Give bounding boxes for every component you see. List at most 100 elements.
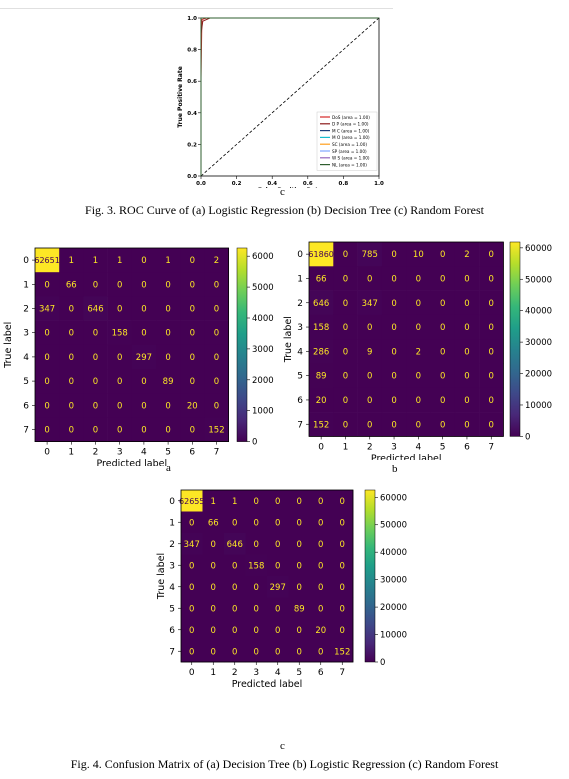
matrix-cell-value: 0 <box>117 305 122 315</box>
matrix-cell-value: 0 <box>416 299 421 309</box>
matrix-cell <box>309 242 334 267</box>
colorbar <box>509 241 521 437</box>
matrix-cell <box>309 290 334 316</box>
matrix-cell <box>156 272 181 297</box>
matrix-cell-value: 347 <box>362 299 378 309</box>
matrix-cell-value: 2 <box>464 250 469 260</box>
roc-x-tick-label: 0.6 <box>303 181 313 187</box>
matrix-cell-value: 0 <box>275 647 280 657</box>
matrix-cell-value: 0 <box>297 497 302 507</box>
matrix-cell <box>181 554 203 577</box>
matrix-cell <box>479 387 504 413</box>
colorbar-tick-label: 30000 <box>380 576 407 586</box>
x-tick-label: 5 <box>165 448 171 458</box>
matrix-cell-value: 0 <box>214 280 219 290</box>
matrix-cell <box>381 242 407 267</box>
matrix-cell <box>288 554 311 577</box>
matrix-cell-value: 20 <box>187 401 198 411</box>
matrix-cell-value: 158 <box>112 329 128 339</box>
matrix-cell <box>245 640 268 663</box>
matrix-cell <box>310 490 332 512</box>
y-tick-label: 2 <box>169 540 175 550</box>
matrix-cell <box>156 344 181 370</box>
roc-y-axis-label: True Positive Rate <box>177 66 184 128</box>
matrix-cell-value: 0 <box>189 518 194 528</box>
matrix-cell-value: 89 <box>316 372 327 382</box>
matrix-cell-value: 0 <box>297 540 302 550</box>
matrix-cell-value: 0 <box>440 420 445 430</box>
roc-y-tick-label: 1.0 <box>187 16 197 22</box>
matrix-cell <box>310 619 332 641</box>
x-tick-label: 5 <box>296 668 302 678</box>
matrix-cell <box>333 266 358 291</box>
matrix-cell <box>331 597 354 620</box>
matrix-cell <box>333 314 358 340</box>
y-tick-label: 5 <box>23 377 29 387</box>
matrix-cell-value: 0 <box>391 396 396 406</box>
matrix-cell <box>310 576 332 598</box>
x-tick-label: 0 <box>189 668 195 678</box>
matrix-cell-value: 0 <box>275 497 280 507</box>
matrix-cell-value: 0 <box>297 561 302 571</box>
matrix-cell <box>107 393 133 418</box>
matrix-cell-value: 89 <box>294 604 305 614</box>
matrix-cell-value: 158 <box>313 323 329 333</box>
matrix-cell <box>107 296 133 321</box>
matrix-cell-value: 0 <box>391 299 396 309</box>
matrix-cell <box>83 417 108 442</box>
matrix-cell <box>83 344 108 370</box>
matrix-cell <box>309 387 334 413</box>
matrix-cell-value: 0 <box>343 396 348 406</box>
matrix-cell-value: 0 <box>44 377 49 387</box>
matrix-cell-value: 785 <box>362 250 378 260</box>
matrix-cell-value: 0 <box>416 396 421 406</box>
matrix-cell-value: 158 <box>248 561 264 571</box>
matrix-cell-value: 0 <box>340 604 345 614</box>
matrix-cell <box>454 266 480 291</box>
roc-x-tick-label: 0.4 <box>267 181 277 187</box>
x-tick-label: 2 <box>367 442 373 452</box>
matrix-cell-value: 0 <box>391 323 396 333</box>
matrix-cell <box>202 511 225 534</box>
x-tick-label: 0 <box>44 448 50 458</box>
matrix-cell-value: 297 <box>270 583 286 593</box>
matrix-cell <box>267 490 289 512</box>
x-tick-label: 6 <box>318 668 324 678</box>
matrix-cell <box>156 417 181 442</box>
matrix-cell-value: 0 <box>489 420 494 430</box>
matrix-cell <box>180 248 205 273</box>
matrix-cell <box>180 296 205 321</box>
matrix-cell <box>333 387 358 413</box>
matrix-cell-value: 0 <box>297 518 302 528</box>
matrix-cell <box>224 597 246 620</box>
matrix-cell-value: 0 <box>117 401 122 411</box>
matrix-cell <box>267 511 289 534</box>
matrix-cell-value: 0 <box>232 583 237 593</box>
colorbar-tick-label: 10000 <box>525 401 552 411</box>
matrix-cell <box>310 640 332 663</box>
matrix-cell <box>202 619 225 641</box>
matrix-cell <box>357 290 383 316</box>
matrix-cell-value: 0 <box>340 518 345 528</box>
matrix-cell-value: 0 <box>254 626 259 636</box>
y-tick-label: 0 <box>297 250 303 260</box>
y-tick-label: 0 <box>169 497 175 507</box>
matrix-cell-value: 62651 <box>34 256 59 265</box>
matrix-cell-value: 0 <box>189 647 194 657</box>
matrix-cell-value: 0 <box>464 420 469 430</box>
y-axis-label: True label <box>156 553 167 600</box>
matrix-cell <box>181 640 203 663</box>
matrix-cell-value: 347 <box>39 305 55 315</box>
matrix-cell <box>381 363 407 389</box>
matrix-cell <box>479 242 504 267</box>
y-tick-label: 3 <box>23 329 29 339</box>
x-tick-label: 3 <box>253 668 259 678</box>
matrix-cell-value: 0 <box>165 401 170 411</box>
matrix-cell <box>309 266 334 291</box>
matrix-cell <box>430 242 456 267</box>
matrix-cell-value: 0 <box>141 426 146 436</box>
matrix-cell <box>35 248 60 273</box>
y-tick-label: 5 <box>297 372 303 382</box>
roc-legend-entry: M C (area = 1.00) <box>332 128 370 133</box>
matrix-cell <box>180 320 205 346</box>
